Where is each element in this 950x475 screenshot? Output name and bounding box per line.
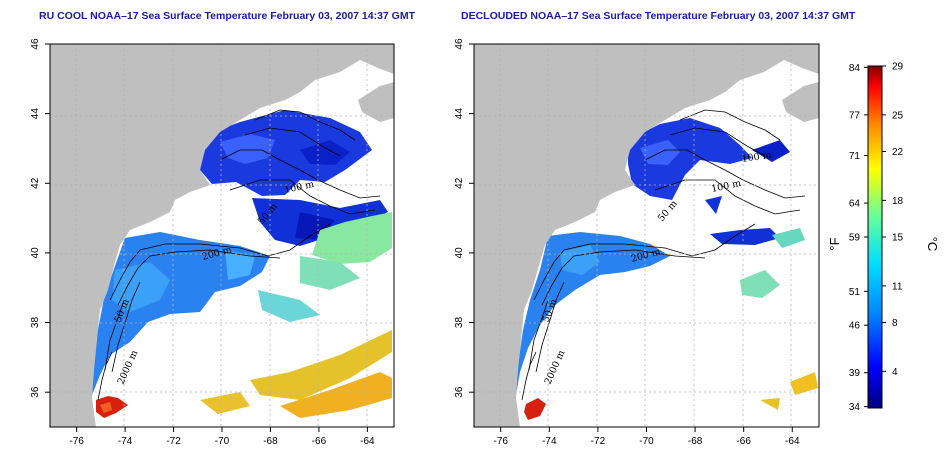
- x-tick-label: -72: [166, 436, 181, 447]
- y-tick-label: 44: [454, 108, 465, 120]
- y-tick-label: 46: [30, 38, 41, 50]
- y-tick-label: 42: [30, 177, 41, 189]
- celsius-tick-label: 25: [892, 110, 904, 121]
- isobath-lines: [97, 109, 381, 401]
- x-tick-label: -66: [736, 436, 751, 447]
- fahrenheit-tick-label: 39: [849, 368, 861, 379]
- celsius-tick-label: 29: [892, 62, 904, 73]
- celsius-tick-label: 8: [892, 318, 898, 329]
- x-tick-label: -76: [69, 436, 84, 447]
- y-tick-label: 44: [30, 108, 41, 120]
- fahrenheit-tick-label: 77: [849, 110, 861, 121]
- land-nova-scotia: [358, 82, 394, 122]
- grid-lines: [474, 44, 819, 427]
- x-tick-label: -68: [688, 436, 703, 447]
- celsius-tick-label: 18: [892, 196, 904, 207]
- fahrenheit-unit-label: °F: [827, 237, 842, 250]
- sst-field: [516, 118, 818, 420]
- y-tick-label: 38: [454, 317, 465, 329]
- land-mask: [50, 44, 394, 427]
- right-panel-title: DECLOUDED NOAA–17 Sea Surface Temperatur…: [461, 10, 856, 22]
- land-mask: [474, 44, 819, 427]
- x-tick-label: -70: [639, 436, 654, 447]
- y-tick-label: 36: [454, 386, 465, 398]
- celsius-tick-label: 22: [892, 147, 904, 158]
- isobath-lines: [521, 109, 806, 401]
- y-tick-label: 46: [454, 38, 465, 50]
- fahrenheit-tick-label: 46: [849, 321, 861, 332]
- x-tick-label: -66: [312, 436, 327, 447]
- fahrenheit-tick-label: 71: [849, 151, 861, 162]
- colorbar-gradient: [867, 65, 883, 409]
- fahrenheit-tick-label: 34: [849, 402, 861, 413]
- celsius-unit-label: °C: [925, 237, 940, 252]
- x-tick-label: -64: [360, 436, 375, 447]
- fahrenheit-tick-label: 84: [849, 63, 861, 74]
- celsius-tick-label: 4: [892, 367, 898, 378]
- y-tick-label: 36: [30, 386, 41, 398]
- isobath-label: 100 m: [741, 150, 772, 165]
- fahrenheit-tick-label: 64: [849, 199, 861, 210]
- y-tick-label: 40: [30, 247, 41, 259]
- x-tick-label: -64: [785, 436, 800, 447]
- x-tick-label: -74: [118, 436, 133, 447]
- y-tick-label: 40: [454, 247, 465, 259]
- land-nova-scotia: [782, 82, 819, 122]
- grid-lines: [50, 44, 394, 427]
- x-tick-label: -76: [493, 436, 508, 447]
- right-map-panel: 100 m 100 m 50 m 200 m 50 m 2000 m -76 -7…: [454, 38, 820, 447]
- fahrenheit-tick-label: 51: [849, 287, 861, 298]
- y-tick-label: 38: [30, 317, 41, 329]
- x-tick-label: -72: [591, 436, 606, 447]
- celsius-tick-label: 15: [892, 233, 904, 244]
- x-tick-label: -74: [542, 436, 557, 447]
- fahrenheit-tick-label: 59: [849, 233, 861, 244]
- x-tick-label: -68: [263, 436, 278, 447]
- celsius-tick-label: 11: [892, 281, 903, 292]
- left-panel-title: RU COOL NOAA–17 Sea Surface Temperature …: [39, 10, 416, 22]
- y-tick-label: 42: [454, 177, 465, 189]
- x-tick-label: -70: [215, 436, 230, 447]
- left-map-panel: 50 m 100 m 200 m 50 m 2000 m -76 -74 -72 -7…: [30, 38, 395, 447]
